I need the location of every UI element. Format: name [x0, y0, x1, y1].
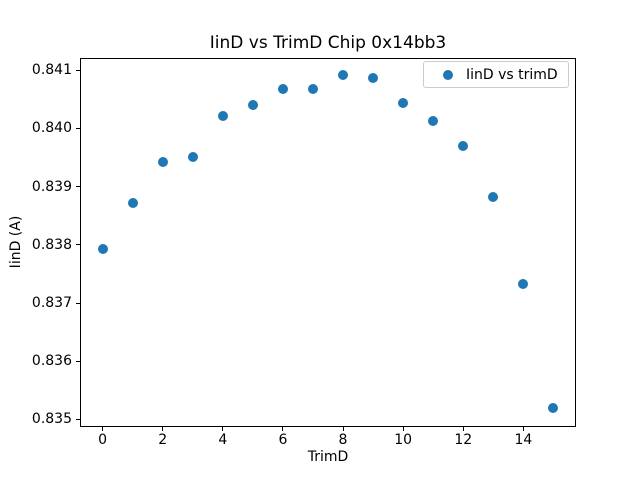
- legend: IinD vs trimD: [423, 61, 569, 88]
- x-tick-mark: [282, 427, 284, 431]
- x-axis-label: TrimD: [307, 449, 349, 465]
- x-tick-mark: [162, 427, 164, 431]
- x-tick-label: 4: [218, 432, 228, 448]
- x-tick-label: 8: [338, 432, 348, 448]
- y-tick-label: 0.836: [31, 353, 72, 370]
- y-tick-mark: [76, 127, 80, 129]
- y-axis-label: IinD (A): [8, 215, 24, 269]
- x-tick-mark: [522, 427, 524, 431]
- data-point: [127, 197, 138, 208]
- data-point: [187, 151, 198, 162]
- y-tick-label: 0.838: [31, 236, 72, 253]
- chart-title: IinD vs TrimD Chip 0x14bb3: [209, 33, 447, 53]
- data-point: [338, 69, 349, 80]
- x-tick-label: 6: [278, 432, 288, 448]
- data-point: [307, 83, 318, 94]
- data-point: [368, 73, 379, 84]
- x-tick-mark: [402, 427, 404, 431]
- x-tick-label: 12: [454, 432, 473, 448]
- legend-marker-dot: [443, 69, 453, 80]
- data-point: [428, 115, 439, 126]
- data-point: [458, 140, 469, 151]
- y-tick-mark: [76, 69, 80, 71]
- y-tick-mark: [76, 302, 80, 304]
- data-point: [548, 403, 559, 414]
- x-tick-mark: [102, 427, 104, 431]
- data-point: [217, 111, 228, 122]
- x-tick-label: 0: [98, 432, 107, 448]
- data-point: [488, 191, 499, 202]
- y-tick-label: 0.841: [31, 62, 72, 79]
- data-point: [398, 97, 409, 108]
- plot-area: [80, 58, 576, 427]
- x-tick-label: 14: [514, 432, 533, 448]
- data-point: [277, 84, 288, 95]
- y-tick-mark: [76, 360, 80, 362]
- y-tick-mark: [76, 244, 80, 246]
- data-point: [157, 156, 168, 167]
- y-tick-label: 0.839: [31, 178, 72, 195]
- data-point: [247, 99, 258, 110]
- x-tick-label: 10: [394, 432, 413, 448]
- y-tick-mark: [76, 186, 80, 188]
- legend-label: IinD vs trimD: [466, 66, 558, 83]
- data-point: [518, 278, 529, 289]
- y-tick-label: 0.840: [31, 120, 72, 137]
- x-tick-label: 2: [158, 432, 168, 448]
- y-tick-label: 0.835: [31, 411, 72, 428]
- x-tick-mark: [222, 427, 224, 431]
- y-tick-label: 0.837: [31, 295, 72, 312]
- x-tick-mark: [342, 427, 344, 431]
- x-tick-mark: [462, 427, 464, 431]
- data-point: [97, 244, 108, 255]
- y-tick-mark: [76, 418, 80, 420]
